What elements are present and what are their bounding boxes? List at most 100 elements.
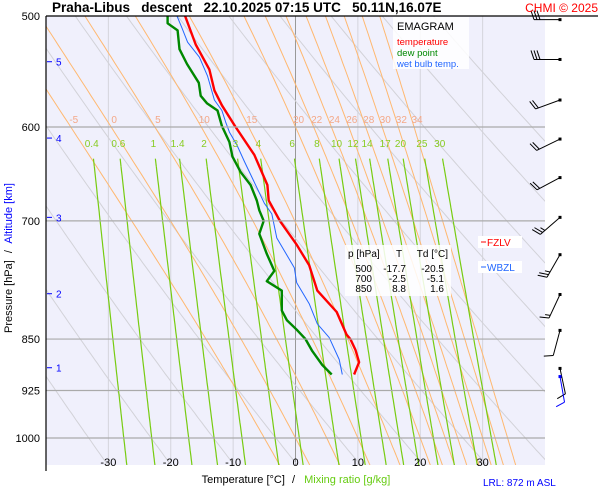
pseudoadiabat-line xyxy=(188,16,401,465)
wind-barb xyxy=(529,98,562,110)
mixing-ratio-tick xyxy=(119,158,122,167)
wind-barb-feather xyxy=(531,229,541,235)
mixing-ratio-line xyxy=(294,166,340,465)
copyright: CHMI © 2025 xyxy=(525,1,598,15)
mixing-ratio-line xyxy=(206,166,247,465)
wind-barb xyxy=(529,137,562,151)
wind-barb xyxy=(539,292,562,319)
altitude-label: 5 xyxy=(56,58,62,69)
x-tick-label: -10 xyxy=(225,457,241,469)
mixing-ratio-line xyxy=(319,166,366,465)
mixing-ratio-tick xyxy=(441,158,445,167)
mixing-ratio-label: 1 xyxy=(151,139,157,150)
wind-barb-feather xyxy=(530,10,535,20)
wind-barb-feather xyxy=(529,182,538,191)
wind-barb-station-dot xyxy=(558,366,562,370)
wind-barb-feather xyxy=(539,316,550,319)
wind-barb-staff xyxy=(559,368,566,394)
wind-barb-feather xyxy=(536,50,541,60)
wind-barb xyxy=(556,366,566,400)
wind-barb-station-dot xyxy=(558,18,562,22)
mixing-ratio-line xyxy=(261,166,304,465)
mixing-ratio-line xyxy=(403,166,455,465)
pseudoadiabat-label: 24 xyxy=(329,115,341,126)
x-tick-label: 10 xyxy=(352,457,364,469)
wind-barb-station-dot xyxy=(558,57,562,61)
wind-barb-feather xyxy=(533,10,538,20)
pseudoadiabat-label: 0 xyxy=(111,115,117,126)
pseudoadiabat-label: 20 xyxy=(293,115,305,126)
wind-barb-feather xyxy=(533,50,538,60)
mixing-ratio-tick xyxy=(424,158,427,167)
mixing-ratio-line xyxy=(93,166,128,465)
x-axis-label-mixing: Mixing ratio [g/kg] xyxy=(304,474,390,486)
wind-barb-feather xyxy=(537,274,548,278)
table-cell: -5.1 xyxy=(427,274,445,285)
table-cell: 8.8 xyxy=(392,284,406,295)
wind-barb xyxy=(555,375,566,408)
wind-barb-feather xyxy=(539,272,549,276)
mixing-ratio-label: 30 xyxy=(434,139,446,150)
wind-barb-feather xyxy=(555,401,565,408)
mixing-ratio-tick xyxy=(338,158,341,167)
wind-barb-half-feather xyxy=(545,314,551,316)
wind-barb-half-feather xyxy=(540,227,546,231)
x-axis-separator: / xyxy=(292,474,296,486)
y-tick-label: 600 xyxy=(22,122,40,134)
wind-barb-half-feather xyxy=(544,270,551,273)
wind-barb-staff xyxy=(536,138,561,151)
chart-title: Praha-Libus descent 22.10.2025 07:15 UTC… xyxy=(52,0,441,15)
mixing-ratio-line xyxy=(388,166,439,465)
wind-barb-staff xyxy=(546,254,561,278)
mixing-ratio-line xyxy=(356,166,405,465)
dry-adiabat-line xyxy=(381,16,545,202)
mixing-ratio-label: 8 xyxy=(314,139,320,150)
pseudoadiabat-label: 32 xyxy=(396,115,408,126)
table-cell: -17.7 xyxy=(383,264,406,275)
pseudoadiabat-label: 26 xyxy=(346,115,358,126)
wind-barb-feather xyxy=(543,355,554,357)
wind-barb-staff xyxy=(535,99,561,110)
mixing-ratio-label: 14 xyxy=(362,139,374,150)
mixing-ratio-label: 12 xyxy=(347,139,359,150)
wind-barb-staff xyxy=(548,294,561,319)
mixing-ratio-tick xyxy=(354,158,358,167)
mixing-ratio-label: 1.4 xyxy=(171,139,185,150)
pseudoadiabat-label: 28 xyxy=(363,115,375,126)
dry-adiabat-line xyxy=(46,47,362,465)
mixing-ratio-line xyxy=(370,166,420,465)
wind-barb xyxy=(543,328,562,357)
wind-barb-feather xyxy=(534,227,543,233)
wind-barb-staff xyxy=(536,177,561,191)
altitude-label: 2 xyxy=(56,290,62,301)
mixing-ratio-tick xyxy=(293,158,297,167)
altitude-label: 4 xyxy=(56,134,62,145)
wind-barb-station-dot xyxy=(558,215,562,219)
axes: -5 0 5 10 15 20 22 24 26 28 30 32 340.4 0.6 1 1.4 2 3 4 6 8 1… xyxy=(16,11,598,471)
legend-dew-point: dew point xyxy=(397,48,438,59)
mixing-ratio-line xyxy=(443,166,497,465)
altitude-label: 1 xyxy=(56,364,62,375)
y-axis-label: Pressure [hPa] / Altitude [km] xyxy=(3,183,15,333)
mixing-ratio-tick xyxy=(387,158,390,167)
mixing-ratio-tick xyxy=(260,158,263,167)
mixing-ratio-tick xyxy=(178,158,182,167)
wind-barb-station-dot xyxy=(558,176,562,180)
y-tick-label: 1000 xyxy=(16,433,40,445)
pseudoadiabat-label: 10 xyxy=(199,115,211,126)
dry-adiabat-line xyxy=(330,16,545,264)
pseudoadiabat-label: 34 xyxy=(411,115,423,126)
wind-barb-feather xyxy=(532,142,540,150)
mixing-ratio-line xyxy=(238,166,280,465)
legend-heading: EMAGRAM xyxy=(397,21,454,33)
series-wet-bulb-temp-line xyxy=(176,16,343,375)
mixing-ratio-label: 0.4 xyxy=(85,139,99,150)
wind-barb-feather xyxy=(532,181,541,189)
y-tick-label: 925 xyxy=(22,386,40,398)
mixing-ratio-tick xyxy=(369,158,372,167)
wind-barb-feather xyxy=(532,100,539,109)
wind-barb xyxy=(537,253,562,278)
wind-barb-station-dot xyxy=(558,328,562,332)
mixing-ratio-label: 2 xyxy=(201,139,207,150)
